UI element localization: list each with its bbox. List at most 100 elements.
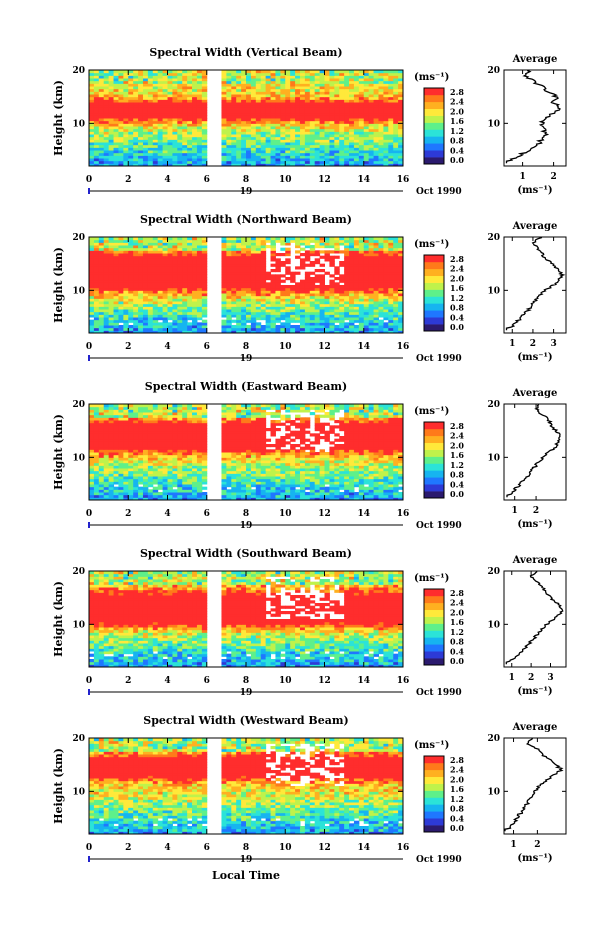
heatmap-cell: [388, 261, 394, 265]
heatmap-cell: [241, 478, 247, 482]
heatmap-cell: [113, 478, 119, 482]
colorbar-tick-label: 2.4: [450, 264, 464, 274]
heatmap-cell: [182, 484, 188, 488]
heatmap-cell: [280, 78, 286, 82]
heatmap-cell: [334, 155, 340, 159]
heatmap-cell: [236, 327, 242, 331]
heatmap-cell: [275, 266, 281, 270]
heatmap-cell: [378, 476, 384, 480]
heatmap-cell: [236, 478, 242, 482]
heatmap-cell: [299, 327, 306, 331]
heatmap-cell: [329, 123, 335, 127]
heatmap-cell: [250, 253, 257, 257]
heatmap-cell: [138, 131, 144, 135]
heatmap-cell: [309, 131, 316, 135]
heatmap-cell: [290, 123, 296, 127]
heatmap-cell: [123, 277, 129, 281]
heatmap-cell: [265, 301, 272, 305]
heatmap-cell: [339, 311, 345, 315]
heatmap-cell: [226, 290, 232, 294]
heatmap-cell: [133, 476, 139, 480]
heatmap-cell: [147, 237, 154, 241]
heatmap-cell: [329, 75, 335, 79]
heatmap-cell: [236, 128, 242, 132]
heatmap-cell: [128, 136, 134, 140]
heatmap-cell: [128, 258, 134, 262]
heatmap-cell: [250, 72, 257, 76]
heatmap-cell: [89, 163, 95, 167]
heatmap-cell: [378, 139, 384, 143]
heatmap-cell: [196, 136, 203, 140]
heatmap-cell: [255, 285, 262, 289]
heatmap-cell: [314, 306, 321, 310]
heatmap-cell: [98, 123, 105, 127]
heatmap-cell: [172, 253, 178, 257]
heatmap-cell: [295, 86, 301, 90]
heatmap-cell: [388, 96, 394, 100]
heatmap-cell: [157, 160, 164, 164]
heatmap-cell: [295, 160, 301, 164]
heatmap-cell: [241, 303, 247, 307]
heatmap-cell: [260, 150, 267, 154]
heatmap-cell: [118, 481, 124, 485]
heatmap-cell: [103, 142, 110, 146]
heatmap-cell: [147, 155, 154, 159]
heatmap-cell: [196, 285, 203, 289]
heatmap-cell: [358, 150, 365, 154]
heatmap-cell: [255, 266, 262, 270]
heatmap-cell: [304, 75, 311, 79]
heatmap-cell: [226, 115, 232, 119]
heatmap-cell: [299, 279, 306, 283]
heatmap-cell: [255, 274, 262, 278]
heatmap-cell: [241, 112, 247, 116]
heatmap-cell: [250, 311, 257, 315]
heatmap-cell: [241, 242, 247, 246]
heatmap-cell: [177, 263, 183, 267]
heatmap-cell: [353, 282, 360, 286]
heatmap-cell: [177, 80, 183, 84]
heatmap-cell: [89, 110, 95, 114]
heatmap-cell: [309, 277, 316, 281]
heatmap-cell: [246, 160, 252, 164]
heatmap-cell: [138, 102, 144, 106]
colorbar-swatch: [424, 143, 444, 151]
heatmap-cell: [231, 476, 237, 480]
heatmap-cell: [388, 476, 394, 480]
heatmap-cell: [138, 492, 144, 496]
heatmap-cell: [285, 160, 291, 164]
heatmap-cell: [314, 484, 321, 488]
heatmap-cell: [344, 258, 350, 262]
heatmap-cell: [275, 126, 281, 130]
heatmap-cell: [187, 131, 193, 135]
heatmap-cell: [187, 115, 193, 119]
heatmap-cell: [89, 131, 95, 135]
heatmap-cell: [89, 102, 95, 106]
heatmap-cell: [142, 86, 149, 90]
heatmap-cell: [334, 269, 340, 273]
heatmap-cell: [358, 147, 365, 151]
heatmap-cell: [93, 486, 100, 490]
heatmap-cell: [162, 497, 168, 501]
heatmap-cell: [113, 78, 119, 82]
heatmap-cell: [192, 91, 198, 95]
heatmap-cell: [388, 247, 394, 251]
heatmap-cell: [299, 150, 306, 154]
heatmap-cell: [231, 269, 237, 273]
heatmap-cell: [246, 147, 252, 151]
heatmap-cell: [89, 319, 95, 323]
heatmap-cell: [363, 237, 370, 241]
heatmap-cell: [378, 247, 384, 251]
heatmap-cell: [93, 476, 100, 480]
heatmap-cell: [309, 139, 316, 143]
heatmap-cell: [260, 247, 267, 251]
heatmap-cell: [118, 319, 124, 323]
heatmap-cell: [167, 298, 173, 302]
heatmap-cell: [314, 481, 321, 485]
heatmap-cell: [133, 317, 139, 321]
heatmap-cell: [388, 86, 394, 90]
heatmap-cell: [270, 160, 276, 164]
heatmap-cell: [314, 325, 321, 329]
heatmap-cell: [187, 255, 193, 259]
heatmap-cell: [378, 123, 384, 127]
heatmap-cell: [398, 277, 404, 281]
